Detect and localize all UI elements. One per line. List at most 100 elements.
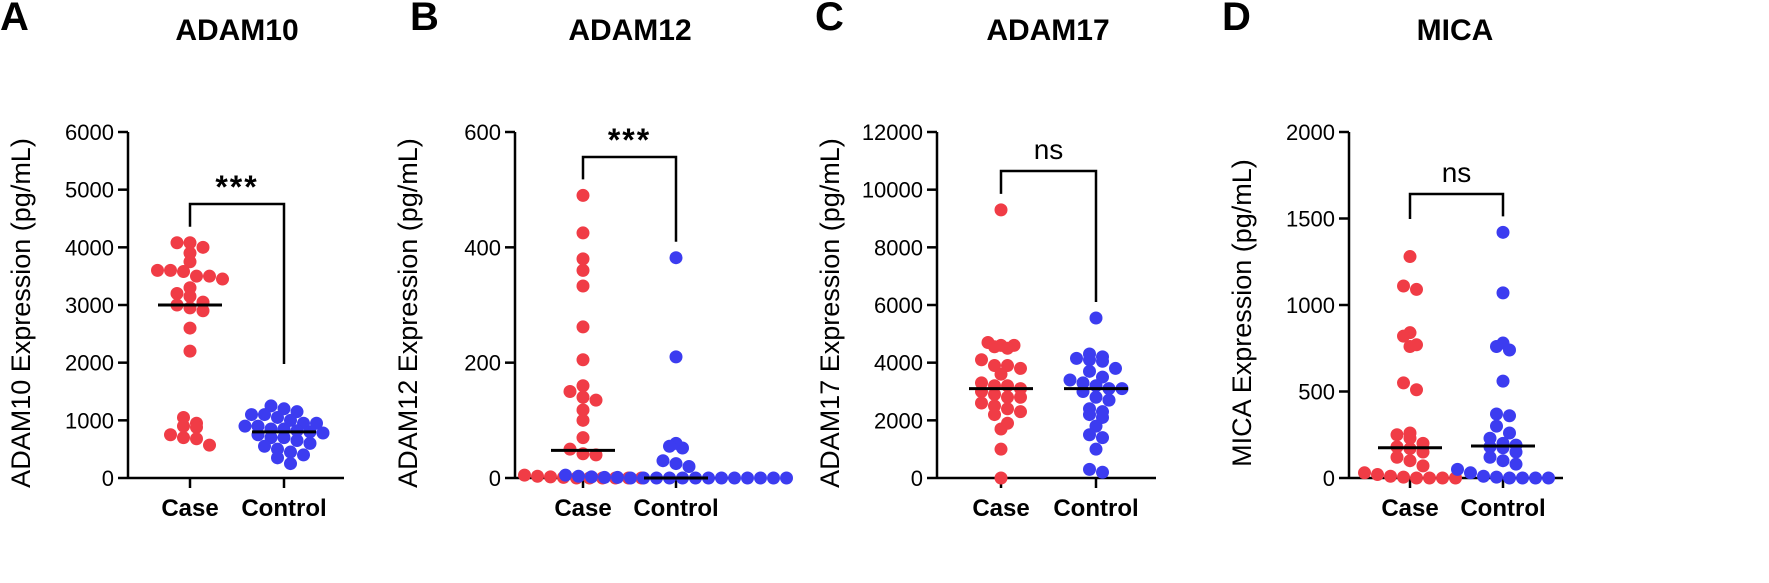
data-point-case [1410,282,1423,296]
data-point-control [303,436,317,450]
panel-c: C ADAM17 0 2000 4000 6000 8000 10000 12000 ADAM17… [815,0,1156,522]
data-point-case [1410,383,1423,397]
data-point-control [715,471,728,485]
y-tick-label: 8000 [874,235,923,260]
data-point-control [676,441,689,455]
panel-title: MICA [1417,14,1494,47]
significance-label: ns [1442,157,1472,188]
data-point-case [576,226,590,240]
panel-letter: D [1222,0,1251,39]
data-point-control [1089,311,1103,325]
y-tick-label: 4000 [65,235,114,260]
data-point-control [1076,385,1090,398]
data-point-control [1503,471,1516,485]
data-point-control [1464,466,1477,480]
data-point-control [754,471,767,485]
x-tick-label: Control [1053,495,1138,522]
data-point-case [994,471,1008,485]
data-point-control [1477,469,1490,483]
x-tick-label: Control [241,495,326,522]
data-point-case [576,252,590,266]
panel-letter: B [410,0,439,39]
data-point-control [316,426,330,440]
y-tick-label: 6000 [874,293,923,318]
panel-letter: A [0,0,29,39]
significance-bracket [581,155,678,242]
data-point-case [994,422,1008,436]
data-point-control [585,470,598,484]
data-point-control [1490,470,1503,484]
data-point-case [576,279,590,293]
panel-letter: C [815,0,844,39]
y-tick-label: 2000 [65,351,114,376]
data-point-control [559,468,572,482]
x-tick-label: Case [161,495,218,522]
data-point-case [1001,341,1014,355]
data-point-control [271,451,284,465]
data-point-case [1423,471,1436,485]
x-tick-label: Case [554,495,611,522]
data-point-control [1529,471,1542,485]
y-tick-label: 5000 [65,178,114,203]
data-point-control [271,410,284,424]
data-point-case [183,289,197,303]
panel-d: D MICA 0 500 1000 1500 2000 MICA Expression (pg… [1222,0,1563,522]
data-point-case [975,353,988,367]
y-tick-label: 4000 [874,351,923,376]
data-point-control [1509,445,1523,459]
data-point-case [1001,379,1014,393]
data-point-case [170,286,184,300]
data-point-case [1014,361,1027,375]
data-point-case [975,396,988,410]
significance-label: ns [1034,134,1064,165]
data-point-control [1096,354,1109,368]
data-point-case [1397,376,1410,390]
y-tick-label: 0 [911,466,923,491]
data-point-control [1516,471,1529,485]
data-point-control [1063,373,1077,387]
y-tick-label: 0 [102,466,114,491]
data-point-control [1083,353,1096,367]
y-axis-label: ADAM10 Expression (pg/mL) [6,138,36,488]
data-point-control [702,471,715,485]
data-point-case [183,301,197,315]
data-point-control [656,454,670,468]
data-point-control [669,350,683,364]
data-point-control [637,471,650,485]
panel-title: ADAM10 [175,14,298,47]
significance-label: *** [608,122,651,158]
significance-bracket [1408,192,1505,219]
data-point-control [663,439,676,453]
x-tick-label: Case [972,495,1029,522]
data-point-control [780,471,793,485]
data-point-case [563,385,577,398]
data-point-case [183,236,197,250]
data-point-case [1403,250,1417,264]
data-point-case [544,470,557,484]
y-tick-label: 400 [464,235,501,260]
data-point-case [1397,329,1410,343]
data-point-case [994,442,1008,456]
data-point-case [1390,428,1404,442]
data-point-case [1371,468,1384,482]
data-point-control [767,471,780,485]
data-point-case [1436,471,1449,485]
data-point-control [1083,364,1096,378]
data-point-case [196,304,210,318]
data-point-case [190,432,203,446]
data-point-case [203,438,216,452]
y-tick-label: 1000 [65,408,114,433]
data-point-case [576,379,590,393]
data-point-case [1403,431,1417,445]
data-point-case [975,385,988,398]
data-point-case [177,431,190,445]
data-point-control [1496,286,1510,300]
data-point-case [1001,390,1014,404]
data-point-case [518,468,531,482]
data-point-case [1001,402,1014,416]
y-axis-label: MICA Expression (pg/mL) [1227,159,1257,467]
data-point-control [1509,457,1523,471]
data-point-control [1496,454,1510,468]
data-point-control [682,459,696,473]
